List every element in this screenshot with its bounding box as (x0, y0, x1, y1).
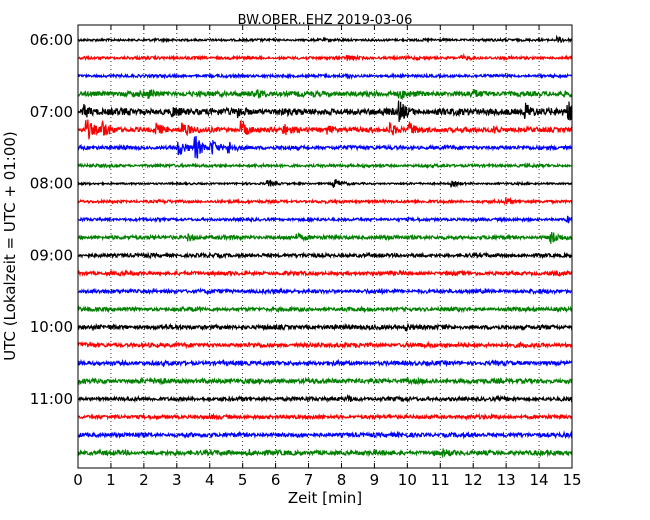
y-tick-label: 06:00 (30, 31, 73, 49)
trace-0945 (77, 305, 573, 314)
x-tick-label: 9 (370, 471, 380, 489)
y-tick-label: 09:00 (30, 246, 73, 264)
trace-0900 (77, 251, 573, 260)
y-tick-label: 08:00 (30, 175, 73, 193)
x-tick-label: 4 (205, 471, 215, 489)
trace-0630 (77, 72, 573, 80)
trace-1000 (77, 322, 573, 332)
x-tick-label: 15 (562, 471, 581, 489)
x-tick-label: 10 (398, 471, 417, 489)
trace-0715 (77, 119, 573, 140)
trace-0730 (77, 135, 573, 159)
seismogram-traces (77, 34, 573, 458)
x-tick-label: 6 (271, 471, 281, 489)
trace-0930 (77, 287, 573, 296)
trace-0700 (77, 100, 573, 123)
x-tick-label: 2 (139, 471, 149, 489)
trace-0745 (77, 161, 573, 170)
x-tick-label: 11 (431, 471, 450, 489)
trace-1115 (77, 412, 573, 421)
trace-0645 (77, 88, 573, 101)
x-tick-label: 14 (530, 471, 549, 489)
trace-0615 (77, 52, 573, 62)
x-tick-label: 1 (106, 471, 116, 489)
x-tick-label: 12 (464, 471, 483, 489)
trace-0600 (77, 34, 573, 44)
x-axis-label: Zeit [min] (288, 489, 362, 507)
trace-1030 (77, 358, 573, 368)
trace-0830 (77, 215, 573, 224)
trace-0815 (77, 196, 573, 206)
x-tick-label: 7 (304, 471, 314, 489)
x-tick-label: 3 (172, 471, 182, 489)
y-axis: 06:00 07:00 08:00 09:00 10:00 11:00 (30, 31, 572, 408)
y-tick-label: 10:00 (30, 318, 73, 336)
plot-frame (77, 24, 573, 469)
trace-0845 (77, 232, 573, 244)
x-axis: 0 1 2 3 4 5 6 7 8 9 10 11 12 13 14 15 (73, 25, 582, 489)
trace-1045 (77, 376, 573, 386)
chart-title: BW.OBER..EHZ 2019-03-06 (238, 13, 413, 28)
trace-1130 (77, 430, 573, 440)
trace-0800 (77, 178, 573, 189)
x-tick-label: 0 (73, 471, 83, 489)
trace-1145 (77, 448, 573, 458)
y-axis-label: UTC (Lokalzeit = UTC + 01:00) (1, 131, 19, 361)
y-tick-label: 11:00 (30, 390, 73, 408)
x-tick-label: 5 (238, 471, 248, 489)
trace-0915 (77, 269, 573, 278)
trace-1015 (77, 340, 573, 350)
y-tick-label: 07:00 (30, 103, 73, 121)
x-tick-label: 13 (497, 471, 516, 489)
x-tick-label: 8 (337, 471, 347, 489)
trace-1100 (77, 394, 573, 404)
